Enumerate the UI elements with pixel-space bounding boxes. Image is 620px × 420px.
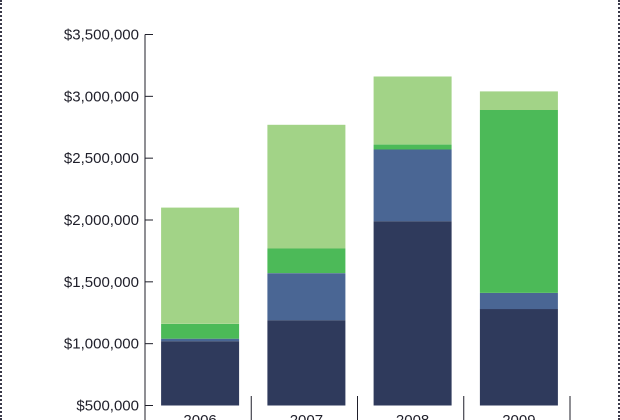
- x-tick-label-2007: 2007: [290, 412, 323, 420]
- y-tick-label: $500,000: [76, 398, 139, 415]
- bar-2006-segment-1: [161, 341, 240, 406]
- bar-2007-segment-2: [267, 273, 346, 321]
- bar-2006-segment-3: [161, 323, 240, 339]
- y-tick-label: $3,000,000: [64, 88, 139, 105]
- bar-2007-segment-1: [267, 320, 346, 406]
- bar-2009-segment-1: [479, 309, 558, 406]
- bar-2007-segment-4: [267, 124, 346, 249]
- bar-2008-segment-2: [373, 149, 452, 222]
- bar-2007-segment-3: [267, 248, 346, 274]
- bar-2006-segment-4: [161, 207, 240, 324]
- bar-2008-segment-4: [373, 76, 452, 145]
- bar-2009-segment-4: [479, 91, 558, 110]
- x-tick-label-2006: 2006: [183, 412, 216, 420]
- axes-layer: 2006 2007 2008 2009 $500,000 $1,000,000 $1,500…: [64, 27, 571, 420]
- bar-2008-segment-1: [373, 221, 452, 406]
- bars-layer: [161, 76, 558, 406]
- y-tick-label: $2,000,000: [64, 212, 139, 229]
- y-tick-label: $3,500,000: [64, 27, 139, 44]
- y-tick-label: $2,500,000: [64, 150, 139, 167]
- bar-2009-segment-3: [479, 109, 558, 293]
- bar-2006-segment-2: [161, 338, 240, 342]
- y-tick-label: $1,000,000: [64, 336, 139, 353]
- x-tick-label-2009: 2009: [502, 412, 535, 420]
- bar-2008-segment-3: [373, 144, 452, 150]
- x-tick-label-2008: 2008: [396, 412, 429, 420]
- bar-2009-segment-2: [479, 293, 558, 310]
- y-tick-label: $1,500,000: [64, 274, 139, 291]
